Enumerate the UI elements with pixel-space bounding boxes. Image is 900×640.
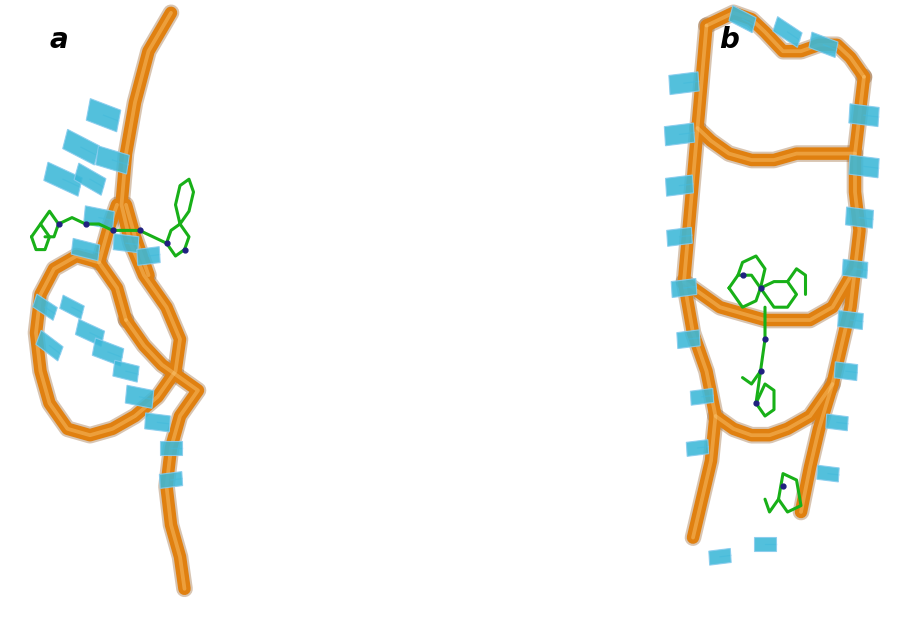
Polygon shape (63, 129, 99, 165)
Polygon shape (834, 362, 858, 381)
Polygon shape (709, 548, 731, 565)
Polygon shape (687, 440, 708, 456)
Polygon shape (664, 123, 695, 146)
Polygon shape (137, 246, 160, 266)
Text: a: a (50, 26, 68, 54)
Polygon shape (36, 330, 63, 361)
Polygon shape (71, 238, 100, 261)
Polygon shape (826, 414, 848, 431)
Polygon shape (44, 162, 82, 196)
Polygon shape (754, 537, 776, 551)
Polygon shape (667, 227, 692, 246)
Polygon shape (76, 319, 104, 346)
Polygon shape (84, 206, 114, 229)
Polygon shape (729, 6, 756, 33)
Polygon shape (842, 259, 868, 278)
Text: b: b (719, 26, 739, 54)
Polygon shape (809, 32, 838, 58)
Polygon shape (669, 72, 699, 95)
Polygon shape (59, 295, 85, 319)
Polygon shape (113, 234, 139, 253)
Polygon shape (32, 294, 58, 321)
Polygon shape (849, 104, 879, 127)
Polygon shape (838, 310, 863, 330)
Polygon shape (159, 472, 183, 488)
Polygon shape (845, 207, 874, 228)
Polygon shape (92, 338, 124, 366)
Polygon shape (86, 99, 121, 132)
Polygon shape (112, 360, 140, 382)
Polygon shape (125, 385, 154, 408)
Polygon shape (849, 155, 879, 178)
Polygon shape (773, 17, 802, 47)
Polygon shape (690, 388, 714, 405)
Polygon shape (95, 146, 130, 174)
Polygon shape (145, 413, 170, 432)
Polygon shape (665, 175, 694, 196)
Polygon shape (817, 465, 839, 482)
Polygon shape (671, 278, 697, 298)
Polygon shape (677, 330, 700, 349)
Polygon shape (160, 441, 182, 455)
Polygon shape (74, 163, 106, 195)
